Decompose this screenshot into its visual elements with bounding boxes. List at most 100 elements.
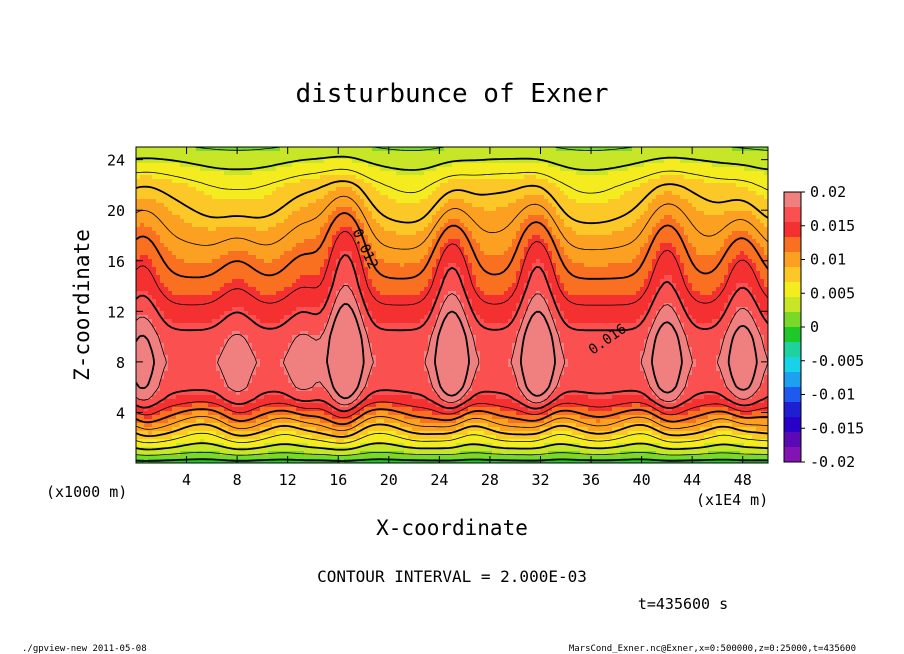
field-cell: [456, 179, 461, 184]
field-cell: [500, 175, 505, 180]
field-cell: [620, 231, 625, 236]
field-cell: [224, 235, 229, 240]
field-cell: [664, 163, 669, 168]
field-cell: [164, 187, 169, 192]
field-cell: [764, 231, 768, 236]
field-cell: [532, 195, 537, 200]
field-cell: [736, 251, 741, 256]
field-cell: [360, 223, 365, 228]
field-cell: [212, 175, 217, 180]
field-cell: [264, 171, 269, 176]
field-cell: [600, 231, 605, 236]
field-cell: [748, 155, 753, 160]
field-cell: [208, 199, 213, 204]
field-cell: [276, 259, 281, 264]
field-cell: [572, 215, 577, 220]
field-cell: [752, 183, 757, 188]
field-cell: [260, 263, 265, 268]
field-cell: [344, 255, 349, 260]
field-cell: [716, 159, 721, 164]
field-cell: [356, 195, 361, 200]
field-cell: [412, 147, 417, 152]
field-cell: [228, 199, 233, 204]
field-cell: [180, 207, 185, 212]
field-cell: [256, 243, 261, 248]
field-cell: [168, 203, 173, 208]
field-cell: [544, 167, 549, 172]
field-cell: [212, 159, 217, 164]
field-cell: [392, 183, 397, 188]
field-cell: [500, 247, 505, 252]
field-cell: [372, 243, 377, 248]
field-cell: [436, 195, 441, 200]
field-cell: [752, 219, 757, 224]
field-cell: [476, 183, 481, 188]
field-cell: [588, 235, 593, 240]
field-cell: [480, 155, 485, 160]
field-cell: [712, 215, 717, 220]
field-cell: [332, 171, 337, 176]
field-cell: [596, 267, 601, 272]
field-cell: [412, 159, 417, 164]
field-cell: [164, 243, 169, 248]
field-cell: [396, 151, 401, 156]
field-cell: [396, 175, 401, 180]
field-cell: [644, 147, 649, 152]
field-cell: [232, 175, 237, 180]
field-cell: [360, 231, 365, 236]
field-cell: [640, 239, 645, 244]
field-cell: [356, 263, 361, 268]
field-cell: [312, 263, 317, 268]
field-cell: [520, 239, 525, 244]
field-cell: [612, 199, 617, 204]
field-cell: [180, 167, 185, 172]
field-cell: [604, 263, 609, 268]
field-cell: [292, 251, 297, 256]
field-cell: [580, 179, 585, 184]
field-cell: [460, 247, 465, 252]
field-cell: [424, 211, 429, 216]
field-cell: [392, 163, 397, 168]
field-cell: [640, 215, 645, 220]
field-cell: [164, 231, 169, 236]
field-cell: [156, 255, 161, 260]
field-cell: [764, 227, 768, 232]
field-cell: [480, 183, 485, 188]
field-cell: [524, 231, 529, 236]
field-cell: [720, 267, 725, 272]
field-cell: [160, 259, 165, 264]
field-cell: [196, 195, 201, 200]
field-cell: [544, 151, 549, 156]
field-cell: [232, 171, 237, 176]
field-cell: [348, 271, 353, 276]
field-cell: [276, 255, 281, 260]
field-cell: [184, 255, 189, 260]
field-cell: [196, 255, 201, 260]
field-cell: [300, 167, 305, 172]
field-cell: [236, 227, 241, 232]
field-cell: [564, 163, 569, 168]
field-cell: [372, 227, 377, 232]
field-cell: [716, 147, 721, 152]
field-cell: [536, 211, 541, 216]
field-cell: [328, 195, 333, 200]
field-cell: [300, 171, 305, 176]
field-cell: [504, 227, 509, 232]
field-cell: [660, 255, 665, 260]
field-cell: [612, 187, 617, 192]
field-cell: [564, 175, 569, 180]
field-cell: [396, 239, 401, 244]
field-cell: [732, 267, 737, 272]
field-cell: [536, 159, 541, 164]
field-cell: [480, 219, 485, 224]
field-cell: [308, 159, 313, 164]
field-cell: [532, 255, 537, 260]
field-cell: [680, 227, 685, 232]
field-cell: [376, 167, 381, 172]
field-cell: [328, 215, 333, 220]
field-cell: [224, 203, 229, 208]
field-cell: [736, 183, 741, 188]
field-cell: [308, 227, 313, 232]
field-cell: [748, 219, 753, 224]
field-cell: [740, 211, 745, 216]
